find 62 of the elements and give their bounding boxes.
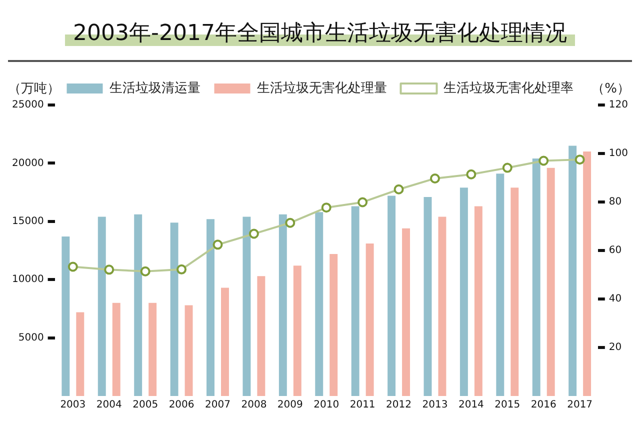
bar: [242, 216, 251, 396]
bar: [112, 302, 120, 396]
bar: [62, 236, 70, 396]
x-tick-label: 2015: [494, 400, 520, 411]
bar: [278, 214, 287, 396]
bar: [293, 266, 302, 396]
chart-title: 2003年-2017年全国城市生活垃圾无害化处理情况: [65, 21, 575, 46]
x-tick-label: 2012: [386, 400, 412, 411]
bar: [460, 188, 468, 396]
bar: [221, 288, 229, 396]
y-tick-label: 15000: [12, 216, 44, 227]
x-tick-label: 2008: [241, 400, 267, 411]
x-tick-label: 2013: [422, 400, 448, 411]
y-tick-label: 10000: [12, 274, 44, 286]
x-tick-label: 2003: [60, 400, 86, 411]
bar: [568, 146, 577, 396]
bar: [184, 305, 193, 396]
x-tick-label: 2009: [277, 400, 303, 411]
y-axis-title: （万吨）: [8, 81, 60, 96]
bar: [438, 216, 446, 396]
legend-label: 生活垃圾清运量: [109, 80, 200, 96]
y2-tick-label: 20: [608, 342, 622, 354]
bar: [206, 219, 214, 396]
bar: [402, 228, 410, 396]
x-tick-label: 2004: [96, 400, 122, 411]
bar: [330, 254, 338, 396]
bar: [98, 216, 106, 396]
bar: [583, 152, 592, 396]
bar: [134, 214, 142, 396]
y2-tick-label: 120: [608, 100, 628, 111]
legend-label: 生活垃圾无害化处理量: [256, 80, 387, 96]
y-tick-label: 25000: [12, 100, 44, 111]
x-tick-label: 2016: [530, 400, 556, 411]
x-tick-label: 2010: [314, 400, 340, 411]
x-tick-label: 2007: [205, 400, 230, 411]
y2-axis-title: （%）: [592, 81, 630, 96]
bar: [351, 206, 360, 396]
bar: [532, 158, 540, 396]
bar: [315, 212, 324, 396]
y-tick-label: 5000: [18, 332, 44, 344]
y2-tick-label: 40: [608, 294, 622, 305]
bar: [257, 276, 266, 396]
bar: [148, 302, 157, 396]
x-tick-label: 2011: [350, 400, 376, 411]
bar: [76, 312, 84, 396]
bar: [388, 196, 396, 396]
bar: [474, 206, 482, 396]
y2-tick-label: 80: [608, 196, 622, 208]
y2-tick-label: 60: [608, 245, 622, 256]
legend-label: 生活垃圾无害化处理率: [443, 80, 574, 96]
x-tick-label: 2017: [567, 400, 593, 411]
bar: [496, 174, 504, 396]
x-tick-label: 2014: [458, 400, 484, 411]
bar: [510, 188, 519, 396]
bar: [546, 168, 555, 396]
bar: [170, 222, 178, 396]
bar: [366, 244, 374, 396]
y2-tick-label: 100: [608, 148, 628, 160]
x-tick-label: 2005: [132, 400, 158, 411]
bar: [424, 196, 432, 396]
y-tick-label: 20000: [12, 158, 44, 169]
x-tick-label: 2006: [168, 400, 194, 411]
